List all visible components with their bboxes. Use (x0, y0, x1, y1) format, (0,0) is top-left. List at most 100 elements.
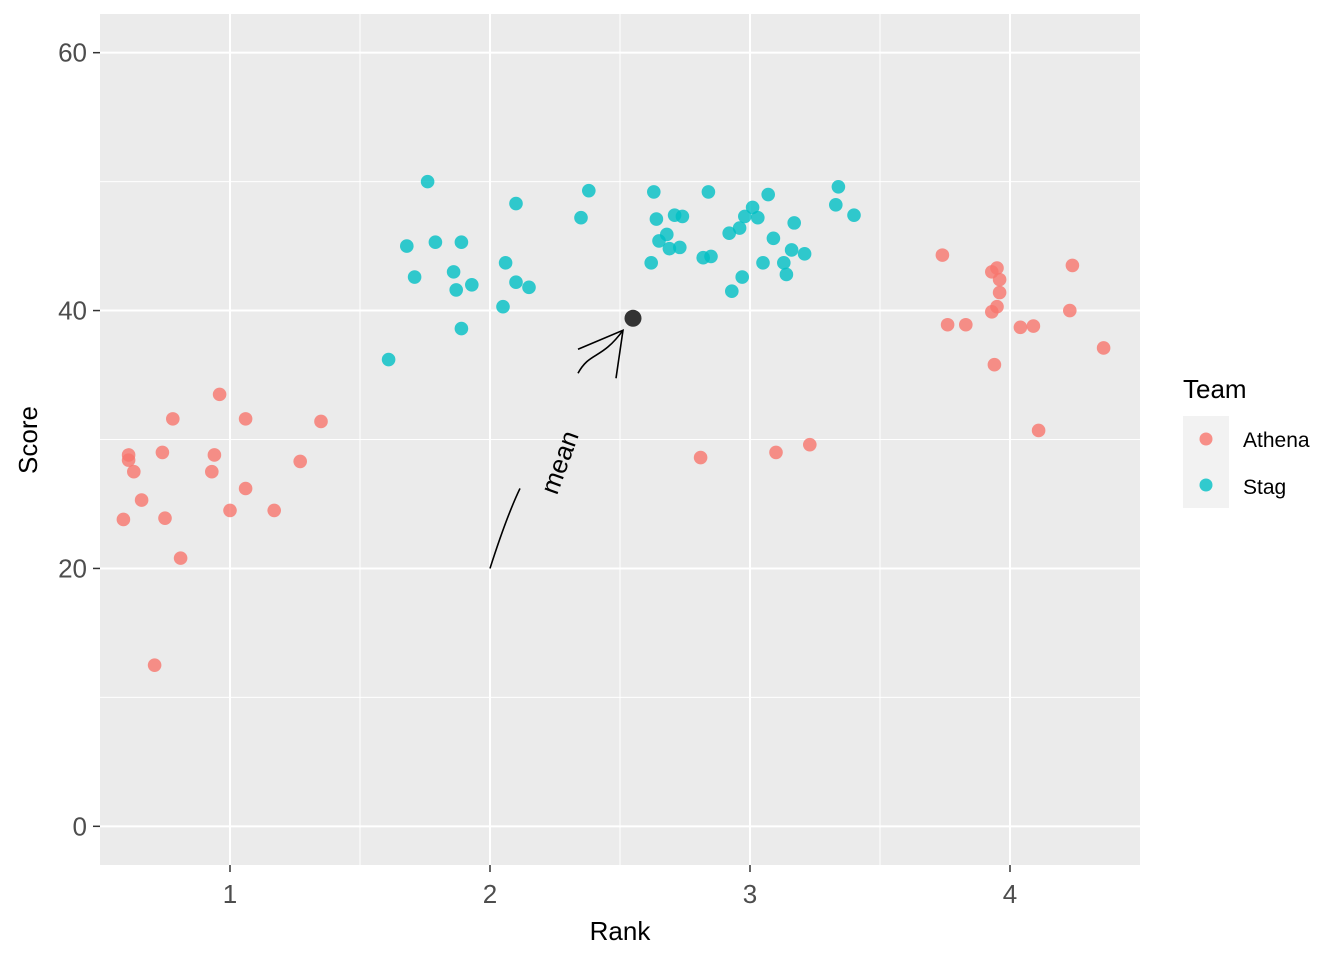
data-point-athena (1013, 320, 1028, 335)
mean-point-layer (624, 309, 642, 327)
data-point-stag (766, 231, 781, 246)
data-point-athena (223, 503, 237, 518)
legend-key-stag (1199, 478, 1213, 492)
annotation-arrowhead (577, 329, 624, 379)
data-point-stag (675, 209, 690, 224)
data-point-athena (693, 450, 708, 465)
data-point-stag (797, 247, 812, 261)
data-point-athena (769, 445, 783, 460)
data-point-athena (207, 448, 222, 462)
data-point-athena (212, 387, 227, 402)
data-point-stag (662, 241, 677, 256)
x-tick-label: 1 (223, 879, 237, 909)
legend-key-athena (1199, 432, 1213, 446)
data-point-stag (454, 321, 469, 336)
x-tick-label: 4 (1003, 879, 1017, 909)
data-points (116, 174, 1111, 672)
data-point-athena (166, 412, 180, 426)
data-point-stag (751, 210, 765, 225)
x-tick-label: 2 (483, 879, 497, 909)
data-point-athena (127, 464, 141, 479)
data-point-athena (205, 464, 219, 479)
data-point-stag (779, 267, 794, 282)
data-point-stag (829, 198, 843, 212)
data-point-stag (831, 179, 846, 194)
data-point-athena (238, 481, 253, 496)
data-point-athena (992, 285, 1007, 300)
data-point-athena (987, 357, 1002, 372)
annotation-curve-upper (577, 329, 624, 374)
data-point-stag (660, 227, 674, 242)
data-point-stag (498, 256, 513, 270)
data-point-stag (522, 280, 536, 295)
data-point-stag (704, 249, 718, 264)
data-point-athena (1065, 258, 1080, 273)
data-point-stag (574, 210, 588, 225)
data-point-athena (1096, 341, 1111, 355)
data-point-stag (509, 196, 523, 211)
data-point-stag (381, 352, 396, 367)
data-point-athena (959, 317, 973, 332)
data-point-stag (428, 235, 443, 250)
y-tick-label: 60 (58, 38, 87, 68)
data-point-stag (847, 208, 861, 222)
data-point-athena (267, 503, 282, 518)
data-point-athena (1063, 303, 1077, 318)
data-point-stag (673, 240, 687, 255)
data-point-stag (454, 235, 469, 250)
data-point-stag (732, 221, 747, 235)
data-point-stag (465, 277, 479, 292)
data-point-stag (509, 275, 523, 289)
data-point-stag (745, 200, 760, 215)
annotation-curve-lower (489, 488, 521, 569)
data-point-athena (293, 454, 308, 469)
data-point-athena (147, 658, 162, 672)
y-tick-label: 40 (58, 296, 87, 326)
data-point-stag (738, 209, 752, 224)
data-point-athena (238, 412, 253, 426)
data-point-athena (155, 445, 170, 460)
mean-point (624, 309, 642, 327)
y-axis-title: Score (13, 406, 43, 474)
data-point-athena (121, 448, 136, 462)
data-point-stag (777, 256, 791, 270)
legend-title: Team (1183, 374, 1247, 404)
y-tick-label: 0 (73, 811, 87, 841)
data-point-stag (647, 185, 661, 199)
data-point-stag (761, 187, 775, 202)
data-point-stag (644, 256, 658, 270)
data-point-athena (1031, 423, 1046, 438)
x-tick-label: 3 (743, 879, 757, 909)
data-point-athena (803, 437, 817, 452)
data-point-stag (735, 270, 749, 284)
data-point-stag (784, 243, 799, 257)
data-point-stag (722, 226, 736, 240)
data-point-stag (582, 183, 596, 198)
minor-gridlines (100, 14, 1140, 865)
x-axis-ticks: 1 2 3 4 (223, 865, 1017, 909)
y-axis-ticks: 0 20 40 60 (58, 38, 100, 841)
data-point-stag (649, 212, 664, 226)
data-point-stag (701, 185, 716, 199)
data-point-athena (134, 493, 149, 507)
data-point-athena (990, 261, 1004, 275)
data-point-athena (173, 551, 188, 565)
data-point-stag (449, 283, 464, 297)
data-point-stag (400, 239, 414, 253)
data-point-stag (787, 216, 801, 230)
data-point-athena (1026, 319, 1041, 333)
data-point-stag (420, 174, 435, 189)
legend-label-athena: Athena (1243, 429, 1310, 452)
legend: Team Athena Stag (1183, 374, 1310, 508)
data-point-stag (756, 256, 770, 270)
data-point-stag (446, 265, 461, 279)
data-point-athena (158, 511, 172, 525)
data-point-athena (992, 272, 1007, 287)
data-point-stag (496, 299, 510, 314)
data-point-athena (116, 512, 131, 527)
major-gridlines (100, 14, 1140, 865)
data-point-athena (935, 248, 950, 262)
data-point-stag (725, 284, 739, 299)
y-tick-label: 20 (58, 553, 87, 583)
